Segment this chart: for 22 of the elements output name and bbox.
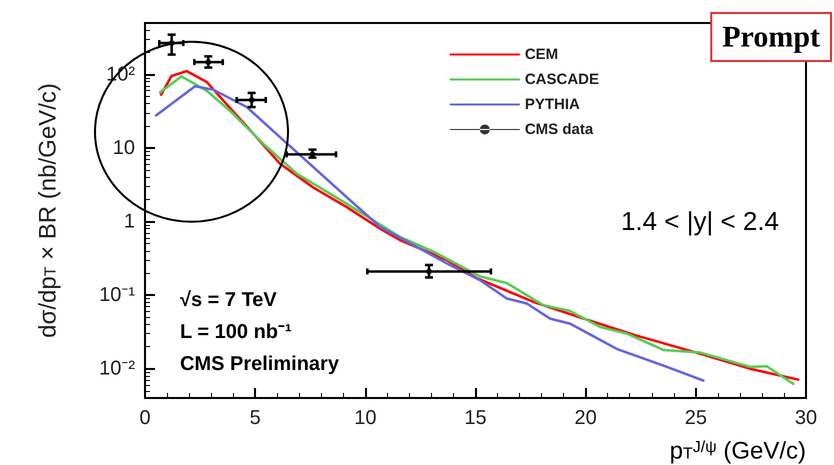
y-axis-title: dσ/dpT × BR (nb/GeV/c) bbox=[34, 83, 62, 338]
y-tick-label: 1 bbox=[124, 210, 135, 233]
annotation: Prompt bbox=[722, 20, 820, 54]
x-axis-title: pTJ/ψ (GeV/c) bbox=[670, 438, 806, 464]
x-tick-label: 10 bbox=[354, 407, 376, 429]
x-tick-label: 5 bbox=[250, 407, 261, 429]
x-tick-label: 30 bbox=[794, 407, 818, 429]
legend-label: CEM bbox=[524, 46, 558, 63]
x-tick-label: 20 bbox=[574, 407, 597, 429]
legend-label: CMS data bbox=[524, 121, 594, 138]
y-tick-label: 10⁻¹ bbox=[99, 284, 136, 306]
y-tick-label: 10⁻² bbox=[99, 358, 136, 380]
annotation: √s = 7 TeV bbox=[180, 289, 278, 311]
x-tick-label: 25 bbox=[684, 407, 707, 429]
legend-label: CASCADE bbox=[524, 71, 600, 88]
annotation: 1.4 < |y| < 2.4 bbox=[620, 206, 780, 236]
x-tick-label: 15 bbox=[464, 407, 487, 429]
x-tick-label: 0 bbox=[139, 407, 151, 429]
legend-label: PYTHIA bbox=[524, 96, 580, 113]
annotation: L = 100 nb⁻¹ bbox=[180, 321, 292, 343]
y-tick-label: 10 bbox=[112, 137, 135, 159]
annotation: CMS Preliminary bbox=[180, 353, 340, 375]
